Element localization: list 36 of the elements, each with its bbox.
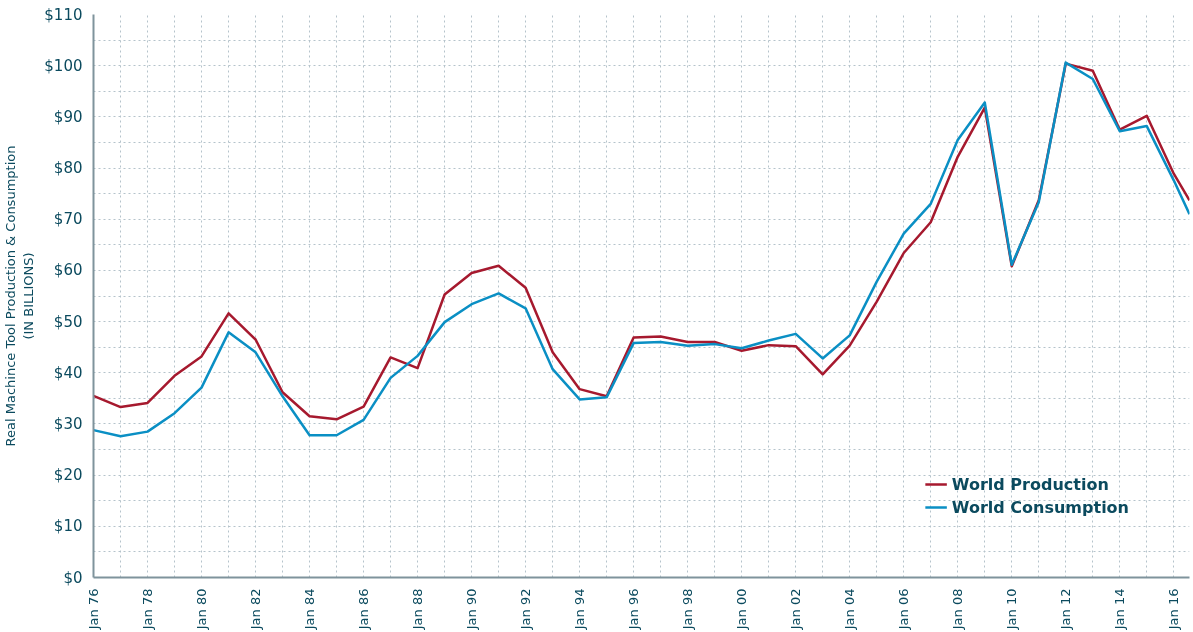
y-tick-label: $0 bbox=[63, 568, 83, 587]
x-tick-label: Jan 98 bbox=[680, 588, 696, 631]
y-tick-label: $30 bbox=[53, 414, 83, 433]
y-tick-label: $50 bbox=[53, 312, 83, 331]
x-tick-label: Jan 88 bbox=[410, 588, 426, 631]
x-tick-label: Jan 12 bbox=[1058, 588, 1074, 631]
y-axis-title: Real Machince Tool Production & Consumption (IN BILLIONS) bbox=[3, 145, 37, 447]
x-tick-label: Jan 94 bbox=[572, 588, 588, 631]
y-tick-label: $70 bbox=[53, 210, 83, 229]
x-tick-label: Jan 78 bbox=[140, 588, 156, 631]
x-tick-label: Jan 96 bbox=[626, 588, 642, 631]
x-tick-label: Jan 10 bbox=[1004, 588, 1020, 631]
x-tick-label: Jan 90 bbox=[464, 588, 480, 631]
x-tick-label: Jan 82 bbox=[248, 588, 264, 631]
x-tick-label: Jan 14 bbox=[1112, 588, 1128, 631]
y-tick-label: $100 bbox=[44, 56, 83, 75]
x-tick-label: Jan 76 bbox=[86, 588, 101, 631]
x-tick-label: Jan 86 bbox=[356, 588, 372, 631]
x-tick-label: Jan 92 bbox=[518, 588, 534, 631]
y-tick-label: $20 bbox=[53, 466, 83, 485]
x-tick-label: Jan 00 bbox=[734, 588, 750, 631]
y-tick-label: $10 bbox=[53, 517, 83, 536]
y-tick-label: $60 bbox=[53, 261, 83, 280]
x-tick-label: Jan 04 bbox=[842, 588, 858, 631]
y-tick-label: $40 bbox=[53, 363, 83, 382]
y-tick-label: $80 bbox=[53, 159, 83, 178]
x-tick-label: Jan 84 bbox=[302, 588, 318, 631]
y-tick-label: $90 bbox=[53, 107, 83, 126]
x-tick-label: Jan 02 bbox=[788, 588, 804, 631]
legend-label: World Consumption bbox=[951, 497, 1129, 517]
x-tick-label: Jan 80 bbox=[194, 588, 210, 631]
x-tick-label: Jan 08 bbox=[950, 588, 966, 631]
legend-label: World Production bbox=[951, 474, 1109, 494]
x-tick-label: Jan 16 bbox=[1166, 588, 1182, 631]
y-tick-label: $110 bbox=[44, 5, 83, 24]
x-tick-label: Jan 06 bbox=[896, 588, 912, 631]
